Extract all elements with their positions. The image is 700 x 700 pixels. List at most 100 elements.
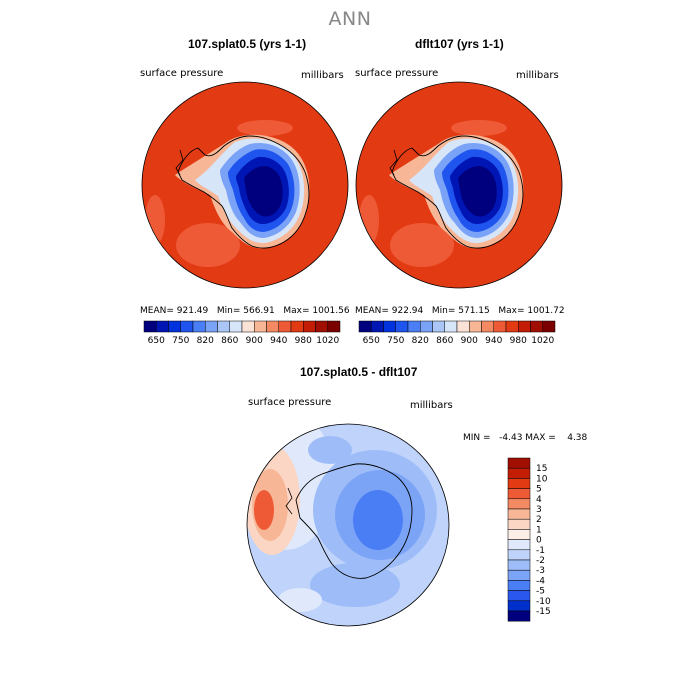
panel1-colorbar-box (143, 320, 157, 333)
panel1-colorbar-box (156, 320, 169, 333)
panel2-min-label: Min= (431, 306, 456, 316)
panel1-colorbar-tick-label: 1020 (316, 336, 339, 346)
panel1-map-border (141, 81, 349, 289)
panel3-colorbar-tick-label: 3 (536, 505, 542, 515)
panel2-title: dflt107 (yrs 1-1) (415, 37, 504, 51)
panel1-colorbar-tick-label: 940 (270, 336, 287, 346)
panel3-colorbar-box (507, 600, 531, 612)
panel3-colorbar-box (507, 610, 531, 622)
panel3-colorbar-tick-label: 5 (536, 485, 542, 495)
panel3-title: 107.splat0.5 - dflt107 (300, 365, 418, 379)
panel2-colorbar-box (493, 320, 507, 333)
panel1-mean-label: MEAN= (140, 306, 174, 316)
panel2-colorbar-tick-label: 650 (363, 336, 380, 346)
panel1-min-value: 566.91 (243, 306, 275, 316)
panel1-colorbar-tick-label: 980 (295, 336, 312, 346)
panel3-colorbar-box (507, 508, 531, 520)
panel2-mean-label: MEAN= (355, 306, 389, 316)
panel1-colorbar-box (241, 320, 255, 333)
panel3-map-border (246, 423, 450, 627)
panel1-colorbar-tick-label: 860 (221, 336, 238, 346)
panel2-max-value: 1001.72 (527, 306, 565, 316)
panel1-colorbar-box (217, 320, 230, 333)
panel2-colorbar-tick-label: 860 (436, 336, 453, 346)
panel2-colorbar-box (395, 320, 409, 333)
panel1-colorbar-box (254, 320, 267, 333)
panel1-colorbar-box (205, 320, 218, 333)
panel2-colorbar-tick-label: 1020 (531, 336, 554, 346)
panel3-colorbar-tick-label: -10 (536, 597, 551, 607)
panel2-colorbar-tick-label: 980 (510, 336, 527, 346)
panel3-colorbar-box (507, 518, 531, 530)
panel2-colorbar-tick-label: 820 (412, 336, 429, 346)
panel1-max-value: 1001.56 (312, 306, 350, 316)
panel3-colorbar-box (507, 478, 531, 489)
panel3-field-label: surface pressure (248, 397, 332, 408)
panel2-colorbar-box (469, 320, 482, 333)
panel3-colorbar-box (507, 529, 531, 540)
panel2-colorbar-box (542, 320, 556, 333)
panel2-colorbar-box (358, 320, 372, 333)
panel2-colorbar-box (505, 320, 519, 333)
panel2-colorbar-box (432, 320, 445, 333)
panel2-colorbar-box (407, 320, 421, 333)
panel1-min-label: Min= (216, 306, 241, 316)
panel2-unit-label: millibars (516, 70, 559, 81)
panel1-colorbar-tick-label: 650 (148, 336, 165, 346)
panel1-colorbar-box (168, 320, 181, 333)
panel3-colorbar-box (507, 467, 531, 479)
panel1-colorbar-box (278, 320, 292, 333)
panel2-map (356, 82, 562, 288)
panel2-colorbar-box (383, 320, 396, 333)
panel2-max-label: Max= (498, 306, 525, 316)
panel3-colorbar-box (507, 580, 531, 591)
panel3-map (247, 424, 449, 626)
panel3-colorbar-box (507, 457, 531, 469)
panel3-colorbar-box (507, 539, 531, 551)
panel1-colorbar-box (290, 320, 304, 333)
panel1-colorbar-box (327, 320, 341, 333)
panel1-stats: MEAN= 921.49 Min= 566.91 Max= 1001.56 (140, 306, 350, 316)
panel3-colorbar-box (507, 569, 531, 581)
panel1-colorbar-tick-label: 750 (172, 336, 189, 346)
figure-title: ANN (328, 8, 372, 30)
panel1-colorbar-box (229, 320, 243, 333)
panel3-colorbar-tick-label: -1 (536, 546, 545, 556)
panel2-colorbar-box (456, 320, 470, 333)
panel1-colorbar: 650 750 820 860 900 940 980 1020 (143, 320, 341, 346)
panel1-colorbar-tick-label: 900 (246, 336, 263, 346)
panel3-colorbar-box (507, 498, 531, 510)
panel3-colorbar-tick-label: -2 (536, 556, 545, 566)
panel2-stats: MEAN= 922.94 Min= 571.15 Max= 1001.72 (355, 306, 565, 316)
panel2-colorbar-box (518, 320, 531, 333)
panel2-colorbar-box (371, 320, 384, 333)
panel2-map-border (355, 81, 563, 289)
panel3-colorbar-tick-label: 0 (536, 536, 542, 546)
panel1-colorbar-box (192, 320, 206, 333)
panel1-colorbar-tick-label: 820 (197, 336, 214, 346)
panel1-colorbar-box (180, 320, 194, 333)
panel2-colorbar-box (530, 320, 543, 333)
panel2-min-value: 571.15 (458, 306, 490, 316)
panel3-colorbar-box (507, 590, 531, 602)
panel3-colorbar-tick-label: 10 (536, 474, 548, 484)
panel3-colorbar-tick-label: -4 (536, 576, 545, 586)
panel2-colorbar-box (481, 320, 494, 333)
panel3-unit-label: millibars (410, 400, 453, 411)
panel3-colorbar-box (507, 549, 531, 561)
panel1-colorbar-box (303, 320, 316, 333)
panel3-colorbar-box (507, 559, 531, 571)
panel2-colorbar-box (444, 320, 458, 333)
panel1-mean-value: 921.49 (176, 306, 209, 316)
panel3-colorbar-tick-label: -5 (536, 587, 545, 597)
panel2-colorbar: 650 750 820 860 900 940 980 1020 (358, 320, 556, 346)
panel1-field-label: surface pressure (140, 68, 224, 79)
panel1-title: 107.splat0.5 (yrs 1-1) (188, 37, 307, 51)
panel3-stats: MIN = -4.43 MAX = 4.38 (463, 433, 588, 443)
panel3-colorbar-box (507, 488, 531, 500)
panel1-max-label: Max= (283, 306, 310, 316)
panel1-unit-label: millibars (301, 70, 344, 81)
panel2-colorbar-tick-label: 940 (485, 336, 502, 346)
